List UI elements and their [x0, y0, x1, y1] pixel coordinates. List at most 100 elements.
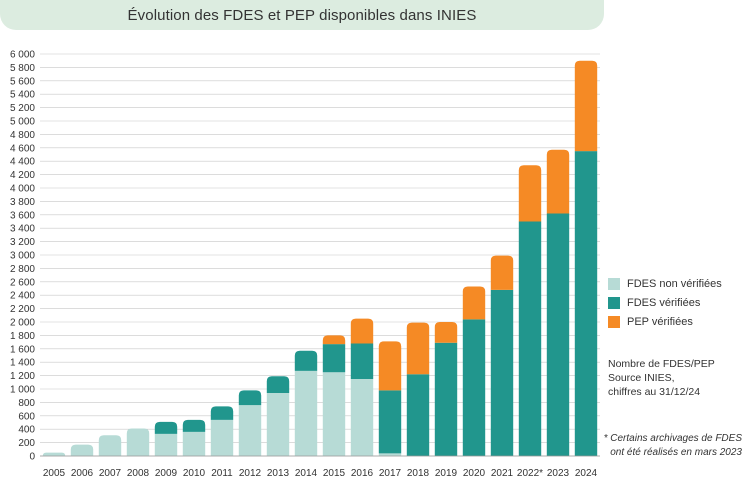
y-tick-label: 1 800	[10, 331, 35, 342]
bar-segment	[238, 405, 262, 456]
y-tick-label: 3 000	[10, 251, 35, 262]
source-text: Nombre de FDES/PEP Source INIES, chiffre…	[608, 357, 715, 399]
x-tick-label: 2013	[267, 468, 290, 479]
footnote-line: ont été réalisés en mars 2023	[610, 447, 742, 458]
bar-segment	[546, 213, 570, 456]
legend-swatch	[608, 278, 620, 290]
bar-segment	[350, 343, 374, 379]
y-tick-label: 3 600	[10, 210, 35, 221]
y-tick-label: 1 400	[10, 358, 35, 369]
chart-title: Évolution des FDES et PEP disponibles da…	[127, 6, 477, 24]
bar-segment	[210, 419, 234, 456]
bar-segment	[294, 350, 318, 371]
source-line: Source INIES,	[608, 372, 675, 384]
y-tick-label: 200	[18, 438, 35, 449]
y-tick-label: 5 400	[10, 90, 35, 101]
bar-segment	[462, 319, 486, 456]
x-tick-label: 2010	[183, 468, 206, 479]
bar-segment	[518, 165, 542, 222]
y-tick-label: 6 000	[10, 50, 35, 61]
y-tick-label: 4 800	[10, 130, 35, 141]
y-tick-label: 0	[29, 452, 35, 463]
x-tick-label: 2008	[127, 468, 150, 479]
bar-segment	[378, 341, 402, 391]
bar-segment	[378, 390, 402, 454]
legend-item-fdes-non-verifiees: FDES non vérifiées	[608, 275, 722, 293]
x-tick-label: 2011	[211, 468, 233, 479]
x-tick-label: 2015	[323, 468, 346, 479]
legend-swatch	[608, 297, 620, 309]
bar-segment	[574, 151, 598, 456]
y-tick-label: 5 600	[10, 76, 35, 87]
legend-item-fdes-verifiees: FDES vérifiées	[608, 294, 722, 312]
source-line: chiffres au 31/12/24	[608, 386, 701, 398]
bar-segment	[350, 318, 374, 344]
y-tick-label: 4 000	[10, 184, 35, 195]
y-tick-label: 5 200	[10, 103, 35, 114]
x-tick-label: 2024	[575, 468, 598, 479]
y-tick-label: 1 200	[10, 371, 35, 382]
y-tick-label: 2 400	[10, 291, 35, 302]
x-tick-label: 2019	[435, 468, 458, 479]
bar-segment	[490, 289, 514, 456]
x-tick-label: 2009	[155, 468, 178, 479]
bar-segment	[490, 255, 514, 290]
footnote-line: * Certains archivages de FDES	[603, 433, 742, 444]
bar-segment	[434, 322, 458, 343]
bar-segment	[266, 393, 290, 456]
bar-segment	[406, 322, 430, 375]
legend-label: FDES vérifiées	[627, 297, 701, 309]
bar-segment	[434, 342, 458, 456]
y-tick-label: 600	[18, 411, 35, 422]
x-tick-label: 2021	[491, 468, 514, 479]
y-tick-label: 1 000	[10, 385, 35, 396]
y-tick-label: 4 200	[10, 170, 35, 181]
x-tick-label: 2017	[379, 468, 402, 479]
legend: FDES non vérifiées FDES vérifiées PEP vé…	[608, 275, 722, 332]
bar-segment	[518, 221, 542, 456]
y-tick-label: 4 600	[10, 143, 35, 154]
x-tick-label: 2007	[99, 468, 122, 479]
legend-label: FDES non vérifiées	[627, 278, 722, 290]
x-tick-label: 2023	[547, 468, 570, 479]
bar-segment	[350, 378, 374, 456]
x-tick-label: 2020	[463, 468, 486, 479]
bar-segment	[70, 444, 94, 456]
y-tick-label: 3 200	[10, 237, 35, 248]
bar-segment	[378, 453, 402, 456]
y-tick-label: 2 600	[10, 277, 35, 288]
x-tick-label: 2006	[71, 468, 94, 479]
x-tick-label: 2018	[407, 468, 430, 479]
bar-segment	[210, 406, 234, 420]
x-tick-label: 2014	[295, 468, 318, 479]
y-tick-label: 5 000	[10, 117, 35, 128]
y-tick-label: 2 000	[10, 318, 35, 329]
y-tick-label: 1 600	[10, 344, 35, 355]
bar-segment	[154, 433, 178, 456]
y-tick-label: 3 400	[10, 224, 35, 235]
bar-segment	[322, 344, 346, 373]
bar-segment	[126, 428, 150, 456]
y-tick-label: 3 800	[10, 197, 35, 208]
bar-segment	[238, 390, 262, 406]
bar-segment	[42, 452, 66, 456]
bar-segment	[322, 335, 346, 345]
legend-item-pep-verifiees: PEP vérifiées	[608, 313, 722, 331]
bar-segment	[546, 149, 570, 214]
x-tick-label: 2022*	[517, 468, 543, 479]
bar-segment	[182, 431, 206, 456]
bar-segment	[98, 435, 122, 456]
bar-segment	[266, 376, 290, 394]
x-tick-label: 2012	[239, 468, 262, 479]
y-tick-label: 5 800	[10, 63, 35, 74]
bar-segment	[322, 372, 346, 456]
y-tick-label: 2 800	[10, 264, 35, 275]
y-tick-label: 2 200	[10, 304, 35, 315]
y-tick-label: 400	[18, 425, 35, 436]
legend-swatch	[608, 316, 620, 328]
bar-segment	[294, 370, 318, 456]
bar-segment	[462, 286, 486, 320]
y-tick-label: 4 400	[10, 157, 35, 168]
bar-segment	[406, 374, 430, 456]
